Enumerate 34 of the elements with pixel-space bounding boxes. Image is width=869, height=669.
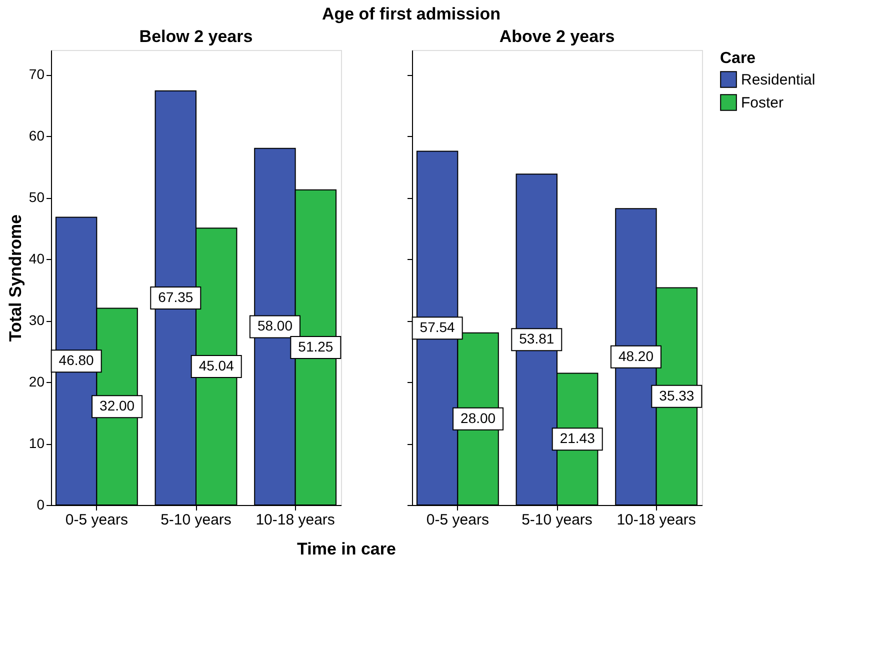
y-tick-label: 0 — [36, 496, 45, 512]
y-tick-label: 30 — [28, 312, 45, 328]
chart-title: Below 2 years — [139, 27, 253, 46]
y-tick-label: 40 — [28, 250, 45, 267]
y-axis-title: Total Syndrome — [6, 214, 25, 342]
chart-title: Above 2 years — [499, 27, 615, 46]
data-label: 57.54 — [420, 319, 456, 336]
data-label: 45.04 — [198, 358, 234, 374]
x-axis-title: Time in care — [297, 540, 396, 558]
x-tick-label: 5-10 years — [160, 512, 232, 528]
x-tick-label: 0-5 years — [65, 512, 128, 528]
text: Age of first admission — [322, 4, 500, 24]
x-tick-label: 10-18 years — [256, 512, 335, 528]
data-label: 28.00 — [460, 410, 496, 426]
y-tick-label: 20 — [28, 374, 45, 390]
data-label: 67.35 — [158, 288, 194, 305]
data-label: 48.20 — [618, 348, 654, 364]
data-label: 51.25 — [298, 338, 334, 354]
x-tick-label: 10-18 years — [616, 512, 696, 528]
data-label: 46.80 — [58, 352, 94, 368]
y-tick-label: 60 — [28, 128, 45, 144]
x-tick-label: 5-10 years — [522, 512, 592, 528]
y-tick-label: 70 — [28, 66, 45, 82]
legend-label: Foster — [741, 94, 784, 112]
x-tick-label: 0-5 years — [426, 512, 489, 528]
data-label: 21.43 — [560, 430, 596, 446]
y-tick-label: 50 — [28, 189, 45, 206]
data-label: 35.33 — [659, 387, 694, 404]
data-label: 53.81 — [519, 330, 554, 347]
legend-title: Care — [720, 50, 756, 67]
data-label: 32.00 — [100, 398, 135, 414]
y-tick-label: 10 — [28, 435, 45, 452]
legend-label: Residential — [741, 72, 816, 88]
data-label: 58.00 — [257, 318, 293, 334]
